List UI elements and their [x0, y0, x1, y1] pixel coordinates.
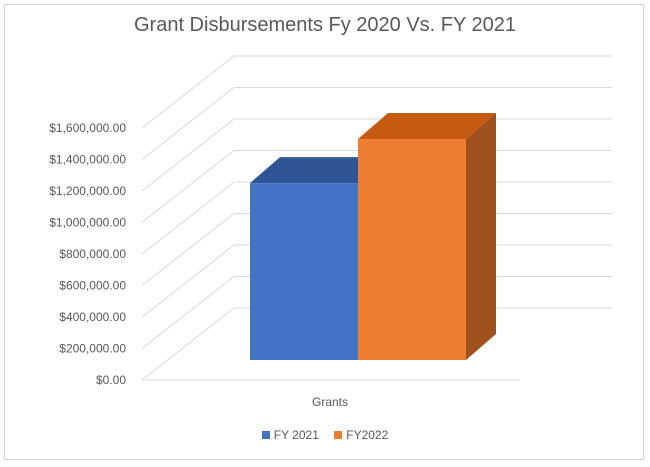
legend-item-fy-2021: FY 2021	[261, 428, 319, 442]
bar-2	[358, 139, 466, 360]
gridline-side	[141, 307, 235, 381]
y-tick-label: $0.00	[96, 373, 126, 387]
gridline-side	[141, 181, 235, 255]
y-tick-label: $800,000.00	[59, 247, 126, 261]
legend-swatch-fy-2021	[261, 431, 270, 439]
legend-label-fy2022: FY2022	[346, 428, 389, 442]
bar-top-2	[358, 113, 496, 140]
gridline-side	[141, 213, 235, 286]
chart-title: Grant Disbursements Fy 2020 Vs. FY 2021	[133, 14, 517, 36]
gridline-side	[141, 87, 235, 160]
gridline-side	[141, 150, 235, 223]
y-tick-label: $1,000,000.00	[49, 216, 126, 230]
gridline-side	[141, 276, 235, 349]
gridline-side	[141, 118, 235, 192]
chart-legend: FY 2021 FY2022	[0, 428, 650, 442]
legend-label-fy-2021: FY 2021	[273, 428, 319, 442]
bar-1	[250, 183, 358, 360]
gridline-side	[141, 55, 235, 129]
gridline-side	[141, 244, 235, 318]
x-category-label: Grants	[312, 395, 348, 409]
legend-item-fy2022: FY2022	[334, 428, 388, 442]
bar-side-2	[466, 113, 496, 361]
y-tick-label: $1,600,000.00	[49, 121, 126, 135]
y-tick-label: $1,400,000.00	[49, 153, 126, 167]
legend-swatch-fy2022	[334, 431, 343, 439]
y-tick-label: $600,000.00	[59, 279, 126, 293]
bar-top-1	[250, 157, 388, 184]
y-tick-label: $1,200,000.00	[49, 184, 126, 198]
y-tick-label: $200,000.00	[59, 342, 126, 356]
y-tick-label: $400,000.00	[59, 310, 126, 324]
